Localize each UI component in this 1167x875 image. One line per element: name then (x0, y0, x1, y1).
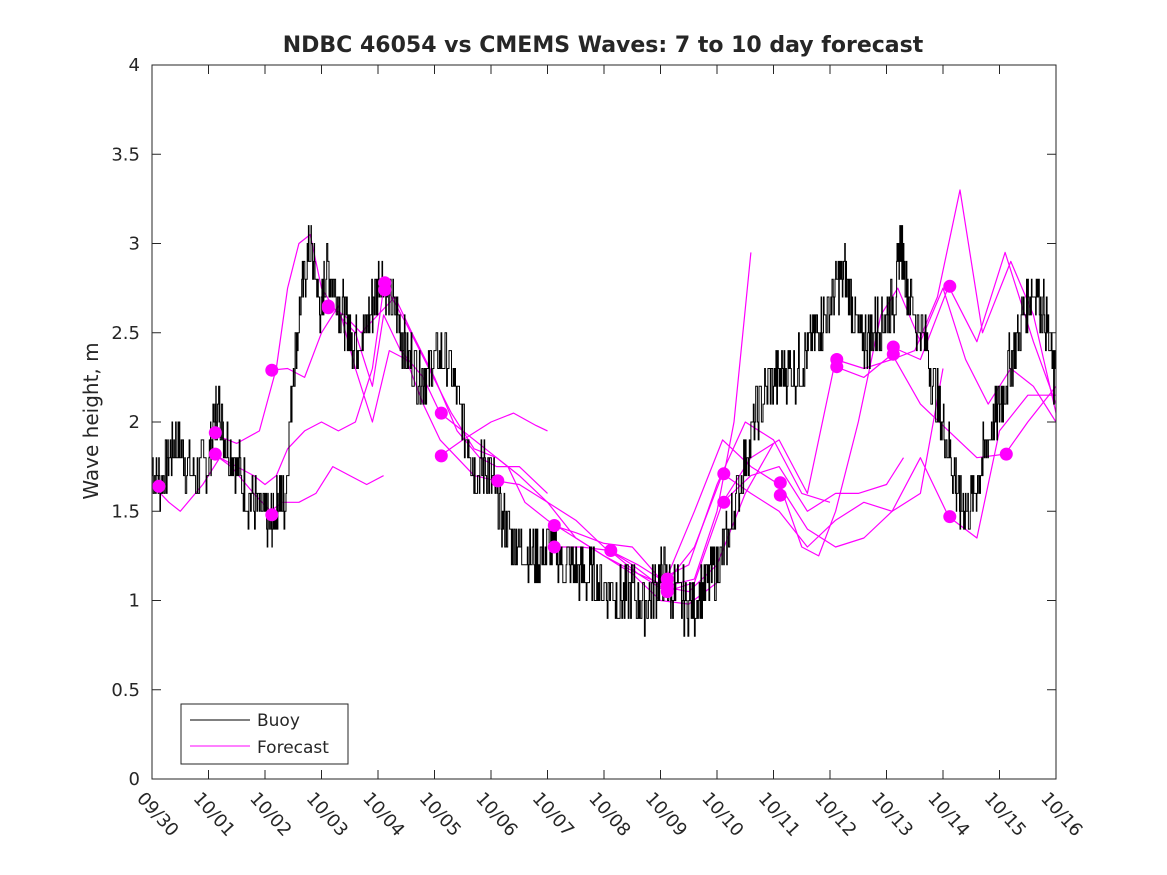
forecast-marker (547, 519, 561, 532)
y-tick-label: 3 (129, 234, 140, 255)
forecast-marker (434, 449, 448, 463)
legend-box (180, 703, 349, 765)
forecast-series-line (552, 421, 831, 580)
forecast-marker (378, 283, 392, 297)
forecast-marker (999, 447, 1013, 461)
marker-layer (152, 276, 1013, 599)
buoy-series-line (152, 225, 1056, 637)
forecast-marker (886, 347, 900, 361)
forecast-series-line (326, 296, 548, 494)
y-tick-label: 0.5 (111, 680, 140, 701)
y-tick-label: 0 (129, 769, 140, 790)
forecast-marker (265, 508, 279, 522)
forecast-marker (773, 488, 787, 502)
forecast-series-line (439, 412, 548, 457)
forecast-marker (208, 426, 222, 440)
forecast-marker (604, 544, 618, 557)
chart-title: NDBC 46054 vs CMEMS Waves: 7 to 10 day f… (283, 33, 924, 58)
forecast-series-line (213, 453, 384, 512)
y-tick-label: 1.5 (111, 501, 140, 522)
y-axis-label: Wave height, m (79, 342, 103, 499)
forecast-marker (491, 474, 505, 488)
y-tick-label: 2 (129, 412, 140, 433)
forecast-marker (943, 510, 957, 524)
forecast-marker (434, 406, 448, 420)
plot-area (152, 65, 1056, 779)
forecast-series-line (665, 394, 1056, 580)
forecast-marker (547, 540, 561, 554)
series-layer (152, 189, 1056, 637)
y-tick-label: 3.5 (111, 144, 140, 165)
legend-label-forecast: Forecast (257, 738, 329, 758)
forecast-marker (717, 467, 731, 481)
forecast-series-line (891, 251, 1056, 405)
legend: Buoy Forecast (180, 703, 349, 765)
forecast-marker (208, 447, 222, 461)
forecast-marker (152, 479, 166, 493)
forecast-series-line (152, 288, 385, 512)
forecast-series-line (722, 189, 1056, 503)
forecast-marker (717, 495, 731, 509)
y-tick-labels: 0 0.5 1 1.5 2 2.5 3 3.5 4 (111, 55, 140, 790)
forecast-marker (830, 360, 844, 374)
forecast-marker (265, 363, 279, 377)
forecast-series-line (270, 305, 497, 482)
legend-label-buoy: Buoy (257, 711, 300, 731)
y-tick-label: 2.5 (111, 323, 140, 344)
y-tick-label: 4 (129, 55, 140, 76)
ticks-layer (151, 64, 1057, 780)
forecast-marker (321, 301, 335, 315)
forecast-marker (773, 476, 787, 490)
y-tick-label: 1 (129, 591, 140, 612)
forecast-marker (660, 585, 674, 599)
forecast-marker (943, 279, 957, 293)
